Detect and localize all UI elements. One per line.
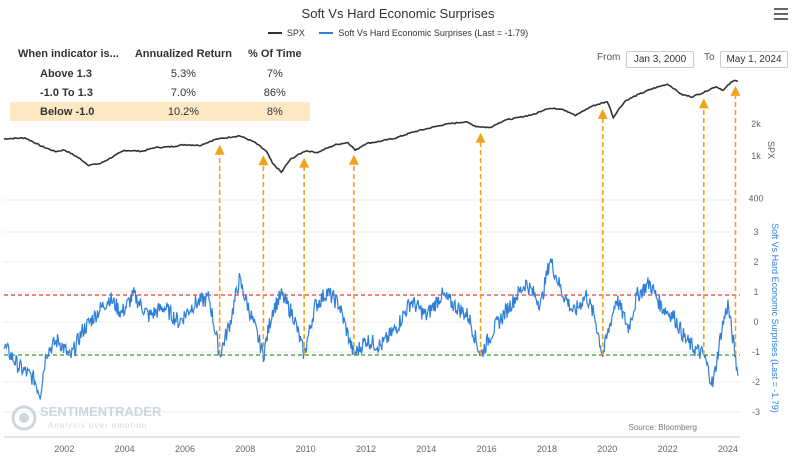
surprise-tick-label: -3 [752,407,760,417]
signal-arrow-head [299,157,310,168]
spx-tick-label: 1k [751,151,761,161]
source-note: Source: Bloomberg [629,423,697,432]
surprise-tick-label: 2 [753,257,758,267]
row-condition: Above 1.3 [40,67,92,80]
row-return: 10.2% [126,102,241,121]
chart-title: Soft Vs Hard Economic Surprises [301,6,495,21]
legend-label-spx: SPX [286,28,305,38]
range-from-label: From [597,52,621,63]
stats-table: When indicator is... Annualized Return %… [10,44,310,121]
chart-legend: SPX Soft Vs Hard Economic Surprises (Las… [0,26,796,38]
range-to-label: To [704,52,715,63]
x-tick-label: 2008 [235,444,255,454]
table-row-highlighted: Below -1.0 10.2% 8% [10,102,310,121]
x-tick-label: 2020 [597,444,617,454]
watermark-logo: SENTIMENTRADER Analysis over emotion [11,404,162,431]
range-from-input[interactable]: Jan 3, 2000 [626,51,694,68]
hamburger-menu-icon[interactable] [774,8,788,20]
spx-axis-title: SPX [766,141,776,159]
legend-item-spx[interactable]: SPX [267,28,305,38]
x-tick-label: 2024 [718,444,738,454]
x-tick-label: 2014 [416,444,436,454]
spx-tick-label: 2k [751,119,761,129]
surprise-tick-label: 3 [753,227,758,237]
legend-label-surprise: Soft Vs Hard Economic Surprises (Last = … [338,28,529,38]
x-tick-label: 2002 [54,444,74,454]
header-time: % Of Time [248,48,302,60]
signal-arrow-head [475,132,486,143]
x-tick-label: 2012 [356,444,376,454]
signal-arrow-head [214,144,225,155]
row-time: 86% [263,86,286,99]
signal-arrow-head [258,155,269,166]
legend-swatch-surprise [319,32,334,34]
row-return: 5.3% [170,67,196,80]
x-tick-label: 2018 [537,444,557,454]
legend-swatch-spx [267,32,282,34]
signal-arrow-head [730,85,741,96]
x-tick-label: 2004 [115,444,135,454]
surprise-tick-label: 0 [753,317,758,327]
table-row: Above 1.3 5.3% 7% [10,64,310,83]
row-return: 7.0% [170,86,196,99]
signal-arrow-head [698,98,709,109]
watermark-tagline: Analysis over emotion [48,421,147,430]
signal-arrow-head [348,154,359,165]
stats-table-header: When indicator is... Annualized Return %… [10,44,310,64]
row-condition: Below -1.0 [10,102,127,121]
surprise-tick-label: -2 [752,377,760,387]
surprise-tick-label: 1 [753,287,758,297]
row-time: 7% [266,67,283,80]
spx-series-line [3,79,739,174]
signal-arrow-head [597,108,608,119]
spx-tick-label: 400 [748,193,763,203]
x-tick-label: 2010 [296,444,316,454]
legend-item-surprise[interactable]: Soft Vs Hard Economic Surprises (Last = … [319,28,528,38]
row-condition: -1.0 To 1.3 [40,86,93,99]
surprise-series-line [3,258,739,400]
header-condition: When indicator is... [18,48,119,60]
x-tick-label: 2022 [658,444,678,454]
surprise-tick-label: -1 [752,347,760,357]
x-tick-label: 2016 [477,444,497,454]
x-tick-label: 2006 [175,444,195,454]
header-return: Annualized Return [134,48,233,60]
table-row: -1.0 To 1.3 7.0% 86% [10,83,310,102]
surprise-axis-title: Soft Vs Hard Economic Surprises (Last = … [770,223,780,413]
watermark-brand: SENTIMENTRADER [40,404,162,419]
range-to-input[interactable]: May 1, 2024 [720,51,788,68]
row-time: 8% [240,102,310,121]
